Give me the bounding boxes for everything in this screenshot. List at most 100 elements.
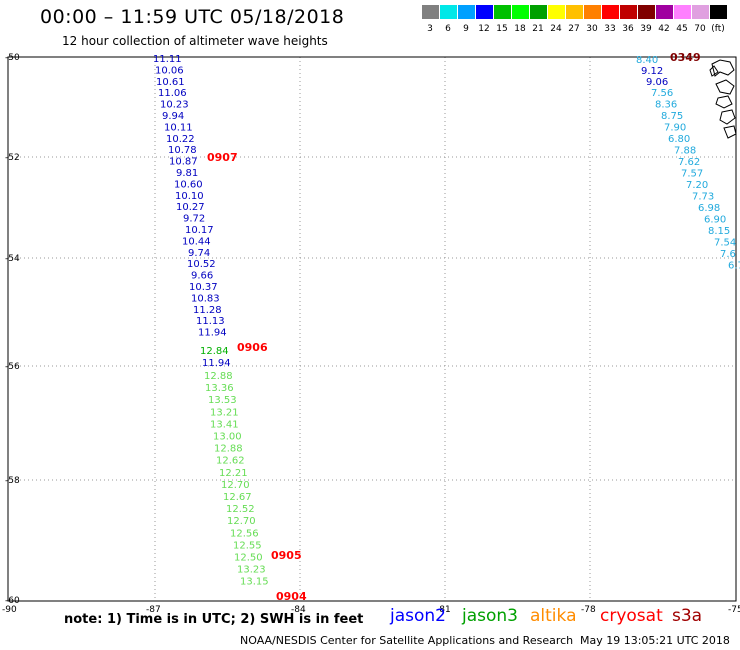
map-frame <box>7 56 737 602</box>
wave-height-label: 11.11 <box>153 54 182 65</box>
wave-height-label: 10.37 <box>189 282 218 293</box>
wave-height-label: 7.54 <box>714 238 736 249</box>
scale-label: 27 <box>568 24 580 34</box>
wave-height-label: 13.00 <box>213 432 242 443</box>
longitude-label: -78 <box>581 605 596 615</box>
wave-height-label: 10.10 <box>175 191 204 202</box>
latitude-label: -56 <box>5 362 20 372</box>
scale-label: 6 <box>445 24 451 34</box>
scale-label: 33 <box>604 24 616 34</box>
wave-height-label: 10.11 <box>164 122 193 133</box>
wave-height-label: 10.17 <box>185 225 214 236</box>
wave-height-label: 8.15 <box>708 226 730 237</box>
longitude-label: -81 <box>436 605 451 615</box>
wave-height-label: 9.94 <box>162 111 184 122</box>
latitude-label: -58 <box>5 476 20 486</box>
wave-height-label: 11.94 <box>198 328 227 339</box>
legend-satellite-s3a: s3a <box>672 606 703 626</box>
scale-label: 39 <box>640 24 652 34</box>
wave-height-label: 13.36 <box>205 383 234 394</box>
longitude-label: -75 <box>728 605 740 615</box>
scale-label: 3 <box>427 24 433 34</box>
wave-height-label: 7.90 <box>664 123 686 134</box>
scale-label: 45 <box>676 24 688 34</box>
scale-swatch <box>512 5 529 19</box>
scale-label: 70 <box>694 24 706 34</box>
wave-height-label: 12.88 <box>214 444 243 455</box>
time-tag: 0349 <box>670 51 701 64</box>
scale-swatch <box>584 5 601 19</box>
coastline-outline <box>723 125 737 139</box>
wave-height-label: 12.62 <box>216 456 245 467</box>
wave-height-label: 7.56 <box>651 88 673 99</box>
wave-height-label: 13.41 <box>210 419 239 430</box>
scale-swatch <box>638 5 655 19</box>
wave-height-label: 13.53 <box>208 395 237 406</box>
wave-height-label: 7.62 <box>678 157 700 168</box>
scale-swatch <box>692 5 709 19</box>
scale-swatch <box>440 5 457 19</box>
wave-height-label: 10.61 <box>156 77 185 88</box>
legend-satellite-cryosat: cryosat <box>600 606 663 626</box>
footer-credit: NOAA/NESDIS Center for Satellite Applica… <box>240 634 574 647</box>
wave-height-label: 9.72 <box>183 214 205 225</box>
wave-height-label: 12.84 <box>200 346 229 357</box>
scale-swatch <box>566 5 583 19</box>
wave-height-label: 12.56 <box>230 528 259 539</box>
coastline-outline <box>711 59 735 77</box>
wave-height-label: 10.87 <box>169 157 198 168</box>
wave-height-label: 6.7 <box>728 261 740 272</box>
wave-height-label: 10.23 <box>160 100 189 111</box>
wave-height-label: 6.90 <box>704 215 726 226</box>
wave-height-label: 10.78 <box>168 145 197 156</box>
scale-swatch <box>602 5 619 19</box>
scale-swatch <box>530 5 547 19</box>
coastline-outline <box>719 109 736 125</box>
wave-height-label: 7.73 <box>692 192 714 203</box>
wave-height-label: 7.57 <box>681 169 703 180</box>
wave-height-label: 12.70 <box>221 480 250 491</box>
wave-height-label: 11.13 <box>196 316 225 327</box>
wave-height-label: 12.67 <box>223 492 252 503</box>
scale-swatch <box>674 5 691 19</box>
wave-height-label: 12.52 <box>226 504 255 515</box>
wave-height-label: 10.44 <box>182 236 211 247</box>
wave-height-label: 9.12 <box>641 66 663 77</box>
wave-height-label: 10.83 <box>191 293 220 304</box>
wave-height-label: 10.06 <box>155 65 184 76</box>
wave-height-label: 7.88 <box>674 146 696 157</box>
time-tag: 0907 <box>207 151 238 164</box>
latitude-label: -52 <box>5 153 20 163</box>
latitude-label: -60 <box>5 596 20 606</box>
wave-height-label: 7.6 <box>720 249 736 260</box>
time-tag: 0906 <box>237 341 268 354</box>
wave-height-label: 8.40 <box>636 55 658 66</box>
longitude-label: -84 <box>291 605 306 615</box>
wave-height-label: 11.94 <box>202 358 231 369</box>
scale-swatch <box>710 5 727 19</box>
legend-satellite-altika: altika <box>530 606 577 626</box>
scale-label: 18 <box>514 24 526 34</box>
wave-height-label: 10.27 <box>176 202 205 213</box>
wave-height-label: 9.06 <box>646 77 668 88</box>
longitude-label: -87 <box>146 605 161 615</box>
latitude-label: -54 <box>5 254 20 264</box>
latitude-label: -50 <box>5 53 20 63</box>
wave-height-label: 13.23 <box>237 565 266 576</box>
wave-height-label: 12.70 <box>227 516 256 527</box>
time-tag: 0905 <box>271 549 302 562</box>
wave-height-label: 10.52 <box>187 259 216 270</box>
wave-height-label: 7.20 <box>686 180 708 191</box>
coastline-outline <box>709 65 719 77</box>
wave-height-label: 13.15 <box>240 577 269 588</box>
scale-label: 42 <box>658 24 670 34</box>
scale-swatch <box>422 5 439 19</box>
scale-label: 24 <box>550 24 562 34</box>
scale-swatch <box>656 5 673 19</box>
scale-swatch <box>548 5 565 19</box>
coastline-outline <box>715 95 733 109</box>
wave-height-label: 8.36 <box>655 100 677 111</box>
wave-height-label: 9.66 <box>191 271 213 282</box>
wave-height-label: 11.28 <box>193 305 222 316</box>
